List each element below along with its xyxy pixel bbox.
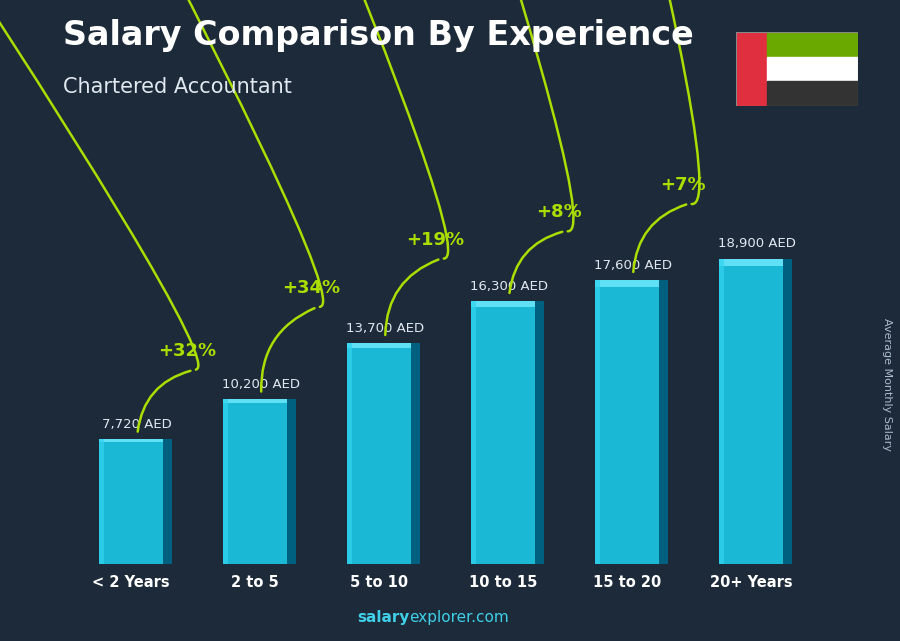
Bar (346, 343, 411, 348)
Bar (411, 343, 420, 564)
Bar (659, 279, 668, 564)
Bar (783, 258, 792, 564)
Bar (718, 258, 783, 564)
Bar (471, 301, 536, 564)
Bar (767, 56, 858, 81)
Text: 17,600 AED: 17,600 AED (594, 258, 672, 272)
Text: Salary Comparison By Experience: Salary Comparison By Experience (63, 19, 694, 52)
Bar (767, 32, 858, 56)
Bar (595, 279, 659, 287)
Bar (595, 279, 659, 564)
Text: 13,700 AED: 13,700 AED (346, 322, 424, 335)
Bar (223, 399, 287, 403)
Text: +7%: +7% (660, 176, 706, 194)
Text: 7,720 AED: 7,720 AED (103, 418, 172, 431)
Text: +32%: +32% (158, 342, 216, 360)
Bar (471, 301, 476, 564)
Text: explorer.com: explorer.com (410, 610, 509, 625)
Text: 10,200 AED: 10,200 AED (222, 378, 301, 391)
Bar (346, 343, 411, 564)
Text: Chartered Accountant: Chartered Accountant (63, 77, 292, 97)
Bar (718, 258, 783, 266)
Bar (223, 399, 228, 564)
Bar (223, 399, 287, 564)
Text: +8%: +8% (536, 203, 581, 221)
Bar (99, 439, 164, 442)
Bar (471, 301, 536, 307)
Text: Average Monthly Salary: Average Monthly Salary (881, 318, 892, 451)
Bar (99, 439, 164, 564)
Bar (287, 399, 296, 564)
Bar (736, 32, 767, 106)
Bar (346, 343, 352, 564)
Text: 18,900 AED: 18,900 AED (718, 238, 796, 251)
Bar (164, 439, 172, 564)
Text: +19%: +19% (406, 231, 464, 249)
Text: salary: salary (357, 610, 410, 625)
Bar (595, 279, 599, 564)
Text: +34%: +34% (282, 279, 340, 297)
Bar (767, 81, 858, 106)
Bar (99, 439, 104, 564)
Bar (536, 301, 544, 564)
Bar (718, 258, 724, 564)
Text: 16,300 AED: 16,300 AED (470, 279, 548, 292)
